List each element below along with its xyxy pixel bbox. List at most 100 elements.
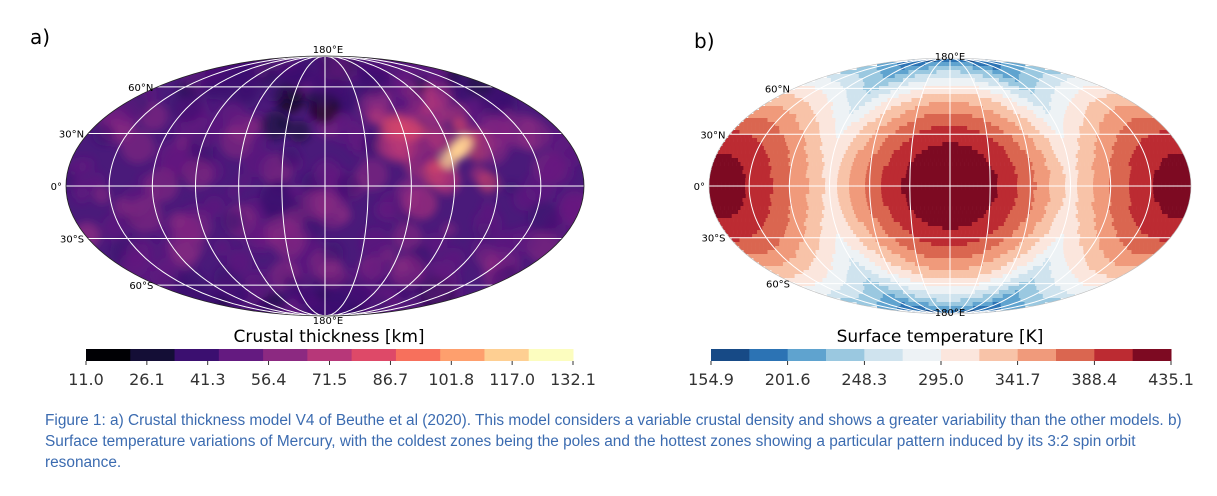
temperature-cell — [1137, 178, 1142, 183]
temperature-cell — [829, 230, 834, 235]
temperature-cell — [1166, 198, 1171, 203]
temperature-cell — [1047, 122, 1052, 127]
temperature-cell — [1049, 186, 1054, 191]
temperature-cell — [1121, 190, 1126, 195]
temperature-cell — [1061, 218, 1066, 223]
temperature-cell — [1009, 110, 1014, 115]
temperature-cell — [1133, 186, 1138, 191]
temperature-cell — [741, 218, 746, 223]
temperature-cell — [943, 98, 948, 103]
temperature-cell — [1062, 170, 1067, 175]
temperature-cell — [1146, 142, 1151, 147]
temperature-cell — [975, 126, 980, 131]
temperature-cell — [914, 94, 919, 99]
temperature-cell — [823, 122, 828, 127]
temperature-cell — [770, 210, 775, 215]
temperature-cell — [810, 94, 815, 99]
temperature-cell — [1103, 118, 1108, 123]
temperature-cell — [1059, 154, 1065, 159]
temperature-cell — [860, 114, 865, 119]
temperature-cell — [1113, 182, 1118, 187]
temperature-cell — [733, 178, 738, 183]
temperature-cell — [776, 234, 781, 239]
temperature-cell — [785, 182, 790, 187]
temperature-cell — [1131, 154, 1137, 159]
temperature-cell — [817, 138, 822, 143]
temperature-cell — [781, 190, 786, 195]
temperature-cell — [963, 98, 968, 103]
temperature-cell — [918, 90, 923, 95]
temperature-cell — [879, 126, 884, 131]
temperature-cell — [767, 166, 772, 171]
temperature-cell — [1095, 154, 1101, 159]
temperature-cell — [1007, 122, 1012, 127]
temperature-cell — [847, 222, 853, 227]
temperature-cell — [880, 162, 885, 167]
temperature-cell — [955, 202, 960, 207]
temperature-cell — [989, 218, 994, 223]
temperature-cell — [1167, 214, 1173, 219]
temperature-cell — [1007, 202, 1012, 207]
temperature-cell — [915, 130, 920, 135]
temperature-cell — [943, 222, 949, 227]
temperature-cell — [1175, 146, 1181, 151]
temperature-cell — [773, 182, 778, 187]
temperature-cell — [1083, 122, 1088, 127]
temperature-cell — [1151, 146, 1157, 151]
temperature-cell — [1097, 190, 1102, 195]
temperature-cell — [811, 122, 816, 127]
crustal-cell — [430, 127, 456, 154]
temperature-cell — [972, 70, 977, 75]
temperature-cell — [1145, 186, 1150, 191]
temperature-cell — [799, 202, 804, 207]
temperature-cell — [1140, 134, 1145, 139]
temperature-cell — [930, 198, 935, 203]
temperature-cell — [1149, 138, 1154, 143]
temperature-cell — [882, 74, 888, 79]
temperature-cell — [1039, 118, 1044, 123]
temperature-cell — [772, 102, 778, 107]
temperature-cell — [1126, 226, 1131, 231]
temperature-cell — [971, 130, 976, 135]
temperature-cell — [1070, 94, 1075, 99]
temperature-cell — [1058, 142, 1063, 147]
temperature-cell — [763, 126, 768, 131]
temperature-cell — [1048, 206, 1053, 211]
temperature-cell — [946, 94, 951, 99]
temperature-cell — [885, 174, 891, 179]
temperature-cell — [765, 138, 770, 143]
crustal-cell — [318, 260, 346, 288]
temperature-cell — [768, 162, 773, 167]
temperature-cell — [839, 214, 845, 219]
temperature-cell — [965, 230, 970, 235]
temperature-cell — [1183, 202, 1188, 207]
temperature-cell — [951, 146, 957, 151]
temperature-cell — [833, 186, 838, 191]
temperature-cell — [1041, 150, 1046, 155]
temperature-cell — [865, 230, 870, 235]
temperature-cell — [939, 122, 944, 127]
temperature-cell — [830, 170, 835, 175]
temperature-cell — [991, 126, 996, 131]
temperature-cell — [738, 210, 743, 215]
temperature-cell — [713, 190, 718, 195]
temperature-cell — [1179, 154, 1185, 159]
temperature-cell — [1089, 174, 1095, 179]
temperature-cell — [1011, 222, 1017, 227]
temperature-cell — [743, 154, 749, 159]
temperature-cell — [942, 226, 947, 231]
temperature-cell — [1171, 146, 1177, 151]
temperature-cell — [1099, 122, 1104, 127]
temperature-cell — [1087, 214, 1093, 219]
temperature-cell — [820, 134, 825, 139]
temperature-cell — [1073, 110, 1078, 115]
temperature-cell — [962, 226, 967, 231]
temperature-cell — [849, 150, 854, 155]
crustal-cell — [283, 208, 305, 229]
temperature-cell — [1097, 186, 1102, 191]
temperature-cell — [1164, 162, 1169, 167]
temperature-cell — [843, 166, 848, 171]
temperature-cell — [729, 190, 734, 195]
temperature-cell — [1144, 162, 1149, 167]
temperature-cell — [834, 198, 839, 203]
